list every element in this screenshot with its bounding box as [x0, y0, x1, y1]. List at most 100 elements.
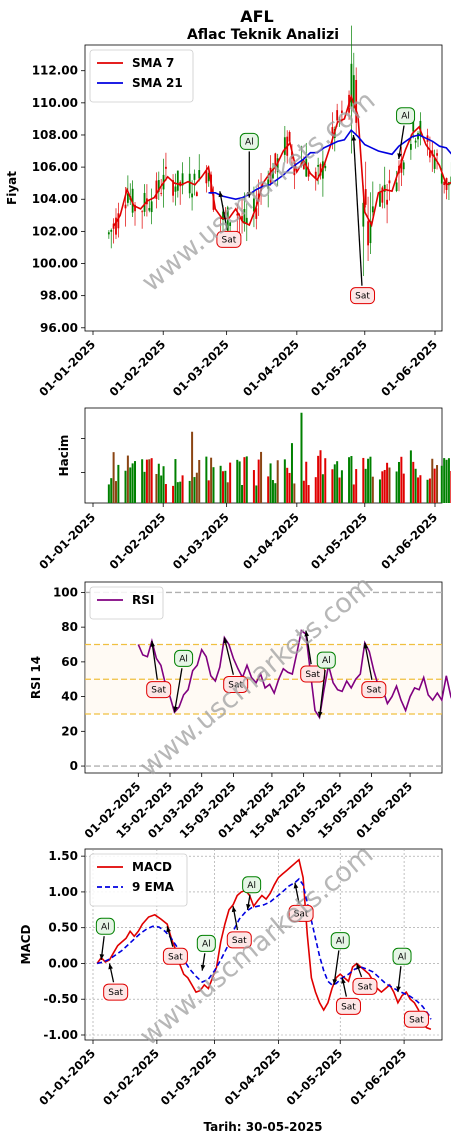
candle-body: [124, 204, 127, 209]
price-annotation-arrow: [219, 191, 228, 230]
candle-body: [412, 119, 415, 132]
price-ytick-label: 112.00: [32, 64, 78, 78]
volume-bar: [207, 480, 210, 503]
candle-body: [317, 164, 320, 167]
candle-body: [381, 187, 384, 203]
volume-bar: [193, 477, 196, 503]
macd-annotation-arrowhead: [200, 964, 206, 971]
rsi-annotation-arrow: [318, 669, 326, 718]
candle-body: [134, 204, 136, 212]
volume-bar: [317, 455, 320, 503]
candle-body: [236, 213, 239, 216]
candle-body: [253, 198, 255, 212]
volume-bar: [414, 468, 417, 503]
volume-bar: [271, 480, 274, 503]
volume-bar: [252, 470, 255, 503]
volume-xtick-label: 01-04-2025: [240, 510, 302, 572]
rsi-annotation-box: [174, 649, 194, 667]
macd-annotation-box: [288, 904, 314, 922]
volume-bar: [319, 450, 322, 503]
volume-ylabel: Hacim: [57, 435, 71, 477]
x-axis-label: Tarih: 30-05-2025: [203, 1120, 322, 1134]
rsi-ytick-label: 80: [61, 620, 78, 634]
price-frame: [84, 44, 443, 332]
candle-body: [191, 193, 193, 198]
macd-annotation-arrowhead: [341, 977, 346, 984]
volume-bar: [302, 480, 305, 503]
macd-annotation-box: [196, 934, 216, 952]
macd-annotation-label: Al: [101, 922, 110, 932]
volume-bar: [141, 459, 144, 503]
candle-body: [324, 165, 327, 169]
macd-annotation-label: Al: [202, 939, 211, 949]
rsi-ytick-label: 20: [61, 724, 78, 738]
price-annotation-box: [396, 107, 416, 125]
candle-body: [383, 184, 386, 192]
rsi-annotation-label: Sat: [305, 670, 320, 680]
price-annotation-box: [216, 230, 242, 248]
price-ytick-label: 108.00: [32, 128, 78, 142]
price-xtick-label: 01-03-2025: [170, 337, 232, 399]
volume-panel: 01-01-2025 01-02-2025 01-03-2025 01-04-2025…: [36, 407, 451, 572]
rsi-annotation-label: Al: [179, 654, 188, 664]
macd-ytick-label: -0.50: [43, 992, 78, 1006]
volume-bar: [257, 459, 260, 503]
candle-body: [388, 180, 391, 184]
candle-body: [436, 153, 438, 156]
volume-bar: [386, 462, 389, 503]
macd-annotation-arrowhead: [246, 903, 251, 910]
macd-ytick-label: 1.50: [48, 849, 78, 863]
volume-bar: [145, 459, 148, 503]
rsi-annotation-box: [316, 651, 336, 669]
macd-frame: [84, 848, 443, 1041]
volume-bar: [274, 483, 277, 503]
volume-bar: [426, 479, 429, 503]
price-annotation-arrowhead: [218, 191, 224, 198]
candle-body: [433, 157, 436, 169]
price-ytick-label: 110.00: [32, 96, 78, 110]
volume-bar: [305, 461, 308, 503]
candle-body: [198, 170, 201, 179]
candle-body: [417, 133, 419, 140]
price-annotation-arrowhead: [397, 153, 402, 160]
volume-bar: [338, 477, 341, 503]
volume-bar: [224, 470, 227, 503]
candle-body: [314, 171, 317, 179]
candle-body: [131, 188, 134, 213]
macd-annotation-label: Al: [336, 937, 345, 947]
volume-bar: [378, 479, 381, 503]
volume-bar: [364, 468, 367, 503]
volume-bar: [397, 461, 400, 503]
macd-legend-label: MACD: [132, 860, 172, 874]
price-annotation-label: Al: [401, 112, 410, 122]
rsi-legend-box: [89, 586, 164, 620]
macd-annotation-arrowhead: [332, 979, 338, 985]
rsi-annotation-arrow: [305, 630, 312, 665]
volume-bar: [212, 467, 215, 503]
volume-bar: [226, 482, 229, 503]
volume-bar: [205, 456, 208, 503]
candle-body: [288, 132, 291, 142]
rsi-annotation-arrowhead: [150, 641, 155, 647]
candle-body: [400, 159, 403, 173]
candle-body: [155, 180, 158, 200]
macd-annotation-box: [95, 917, 115, 935]
macd-legend-label: 9 EMA: [132, 880, 175, 894]
volume-bar: [117, 464, 120, 503]
candle-body: [148, 208, 151, 211]
rsi-annotation-arrowhead: [304, 630, 310, 637]
candle-body: [188, 173, 191, 194]
rsi-annotation-box: [361, 681, 387, 699]
macd-annotation-arrowhead: [108, 963, 113, 970]
rsi-annotation-arrow: [151, 640, 158, 680]
volume-bar: [447, 458, 450, 503]
volume-bar: [293, 483, 296, 503]
macd-annotation-box: [403, 1010, 429, 1028]
volume-bar: [431, 458, 434, 503]
volume-bar: [419, 475, 422, 503]
volume-bar: [126, 455, 129, 503]
volume-bar: [336, 461, 339, 503]
volume-xtick-label: 01-01-2025: [36, 510, 98, 572]
price-ytick-label: 96.00: [40, 321, 78, 335]
volume-bar: [402, 473, 405, 503]
